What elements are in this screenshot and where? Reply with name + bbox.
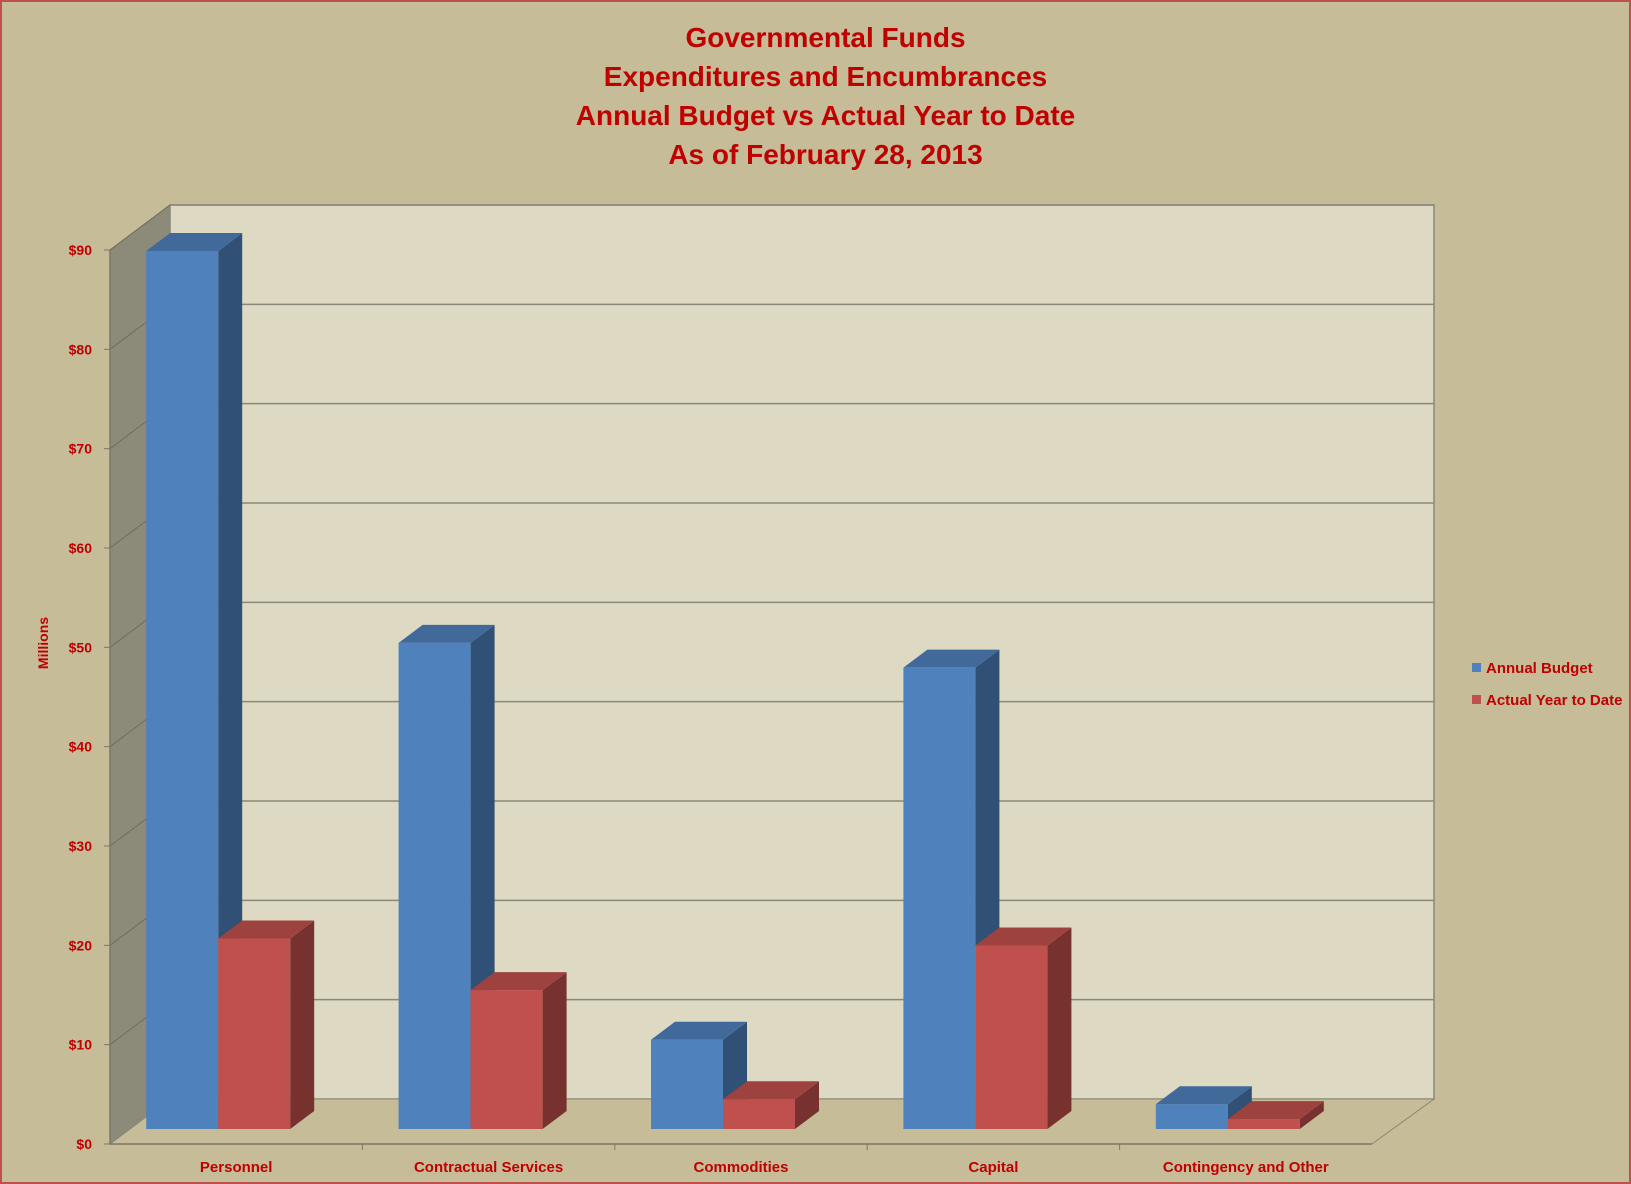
bars (146, 233, 1324, 1129)
bar-top (1227, 1101, 1324, 1120)
bar-top (218, 920, 315, 939)
bar-side (290, 920, 315, 1129)
bar-actual-year-to-date-contingency-and-other (1227, 1101, 1324, 1129)
x-tick-label-personnel: Personnel (200, 1159, 273, 1176)
bar-top (398, 624, 495, 643)
bar-top (903, 649, 1000, 668)
y-tick-label: $60 (69, 540, 93, 556)
bar-front (146, 251, 219, 1129)
bar-front (723, 1099, 795, 1129)
y-tick-label: $70 (69, 441, 93, 457)
y-tick-label: $40 (69, 739, 93, 755)
x-tick-label-contractual-services: Contractual Services (414, 1159, 563, 1176)
bar-front (398, 642, 471, 1129)
x-tick-label-contingency-and-other: Contingency and Other (1163, 1159, 1329, 1176)
y-tick-label: $80 (69, 341, 93, 357)
bar-actual-year-to-date-personnel (218, 920, 315, 1129)
x-tick-label-commodities: Commodities (693, 1159, 788, 1176)
bar-front (975, 945, 1048, 1129)
bar-actual-year-to-date-commodities (723, 1081, 819, 1129)
legend-swatch-annual-budget (1472, 663, 1481, 672)
x-tick-labels: Personnel Contractual Services Commodities… (200, 1144, 1329, 1176)
bar-top (146, 233, 243, 251)
bar-front (1227, 1119, 1300, 1129)
title-line-1: Governmental Funds (685, 22, 966, 53)
y-axis-label: Millions (35, 617, 51, 669)
y-tick-label: $0 (76, 1136, 92, 1152)
bar-top (975, 927, 1072, 946)
bar-actual-year-to-date-contractual-services (470, 972, 567, 1129)
bar-side (795, 1081, 819, 1129)
title-line-2: Expenditures and Encumbrances (603, 61, 1048, 92)
bar-front (651, 1039, 723, 1129)
title-line-4: As of February 28, 2013 (668, 139, 983, 170)
title-line-3: Annual Budget vs Actual Year to Date (575, 100, 1076, 131)
bar-top (651, 1021, 747, 1040)
bar-side (1299, 1101, 1324, 1129)
bar-front (1155, 1104, 1228, 1129)
y-tick-label: $20 (69, 937, 93, 953)
bar-annual-budget-personnel (146, 233, 243, 1129)
gridline-side (109, 204, 171, 251)
gridlines (109, 204, 1434, 1046)
bar-front (470, 990, 543, 1129)
y-tick-label: $30 (69, 838, 93, 854)
y-tick-label: $50 (69, 639, 93, 655)
bar-annual-budget-capital (903, 649, 1000, 1129)
legend-label-annual-budget: Annual Budget (1486, 660, 1593, 677)
bar-side (1047, 927, 1072, 1129)
legend-label-actual-year-to-date: Actual Year to Date (1486, 692, 1622, 709)
y-tick-labels: $0 $10 $20 $30 $40 $50 $60 $70 $80 $90 (69, 242, 110, 1152)
bar-side (542, 972, 567, 1129)
bar-actual-year-to-date-capital (975, 927, 1072, 1129)
bar-side (218, 233, 243, 1129)
legend-swatch-actual-year-to-date (1472, 695, 1481, 704)
bar-front (218, 938, 291, 1129)
bar-top (470, 972, 567, 991)
bar-front (903, 667, 976, 1129)
back-wall (169, 204, 1435, 1100)
x-tick-label-capital: Capital (968, 1159, 1018, 1176)
y-tick-label: $90 (69, 242, 93, 258)
bar-top (723, 1081, 819, 1100)
axes (109, 250, 1372, 1145)
chart-title: Governmental Funds Expenditures and Encu… (0, 18, 1631, 174)
y-tick-label: $10 (69, 1037, 93, 1053)
legend: Annual Budget Actual Year to Date (1472, 660, 1622, 709)
bar-top (1155, 1086, 1252, 1105)
